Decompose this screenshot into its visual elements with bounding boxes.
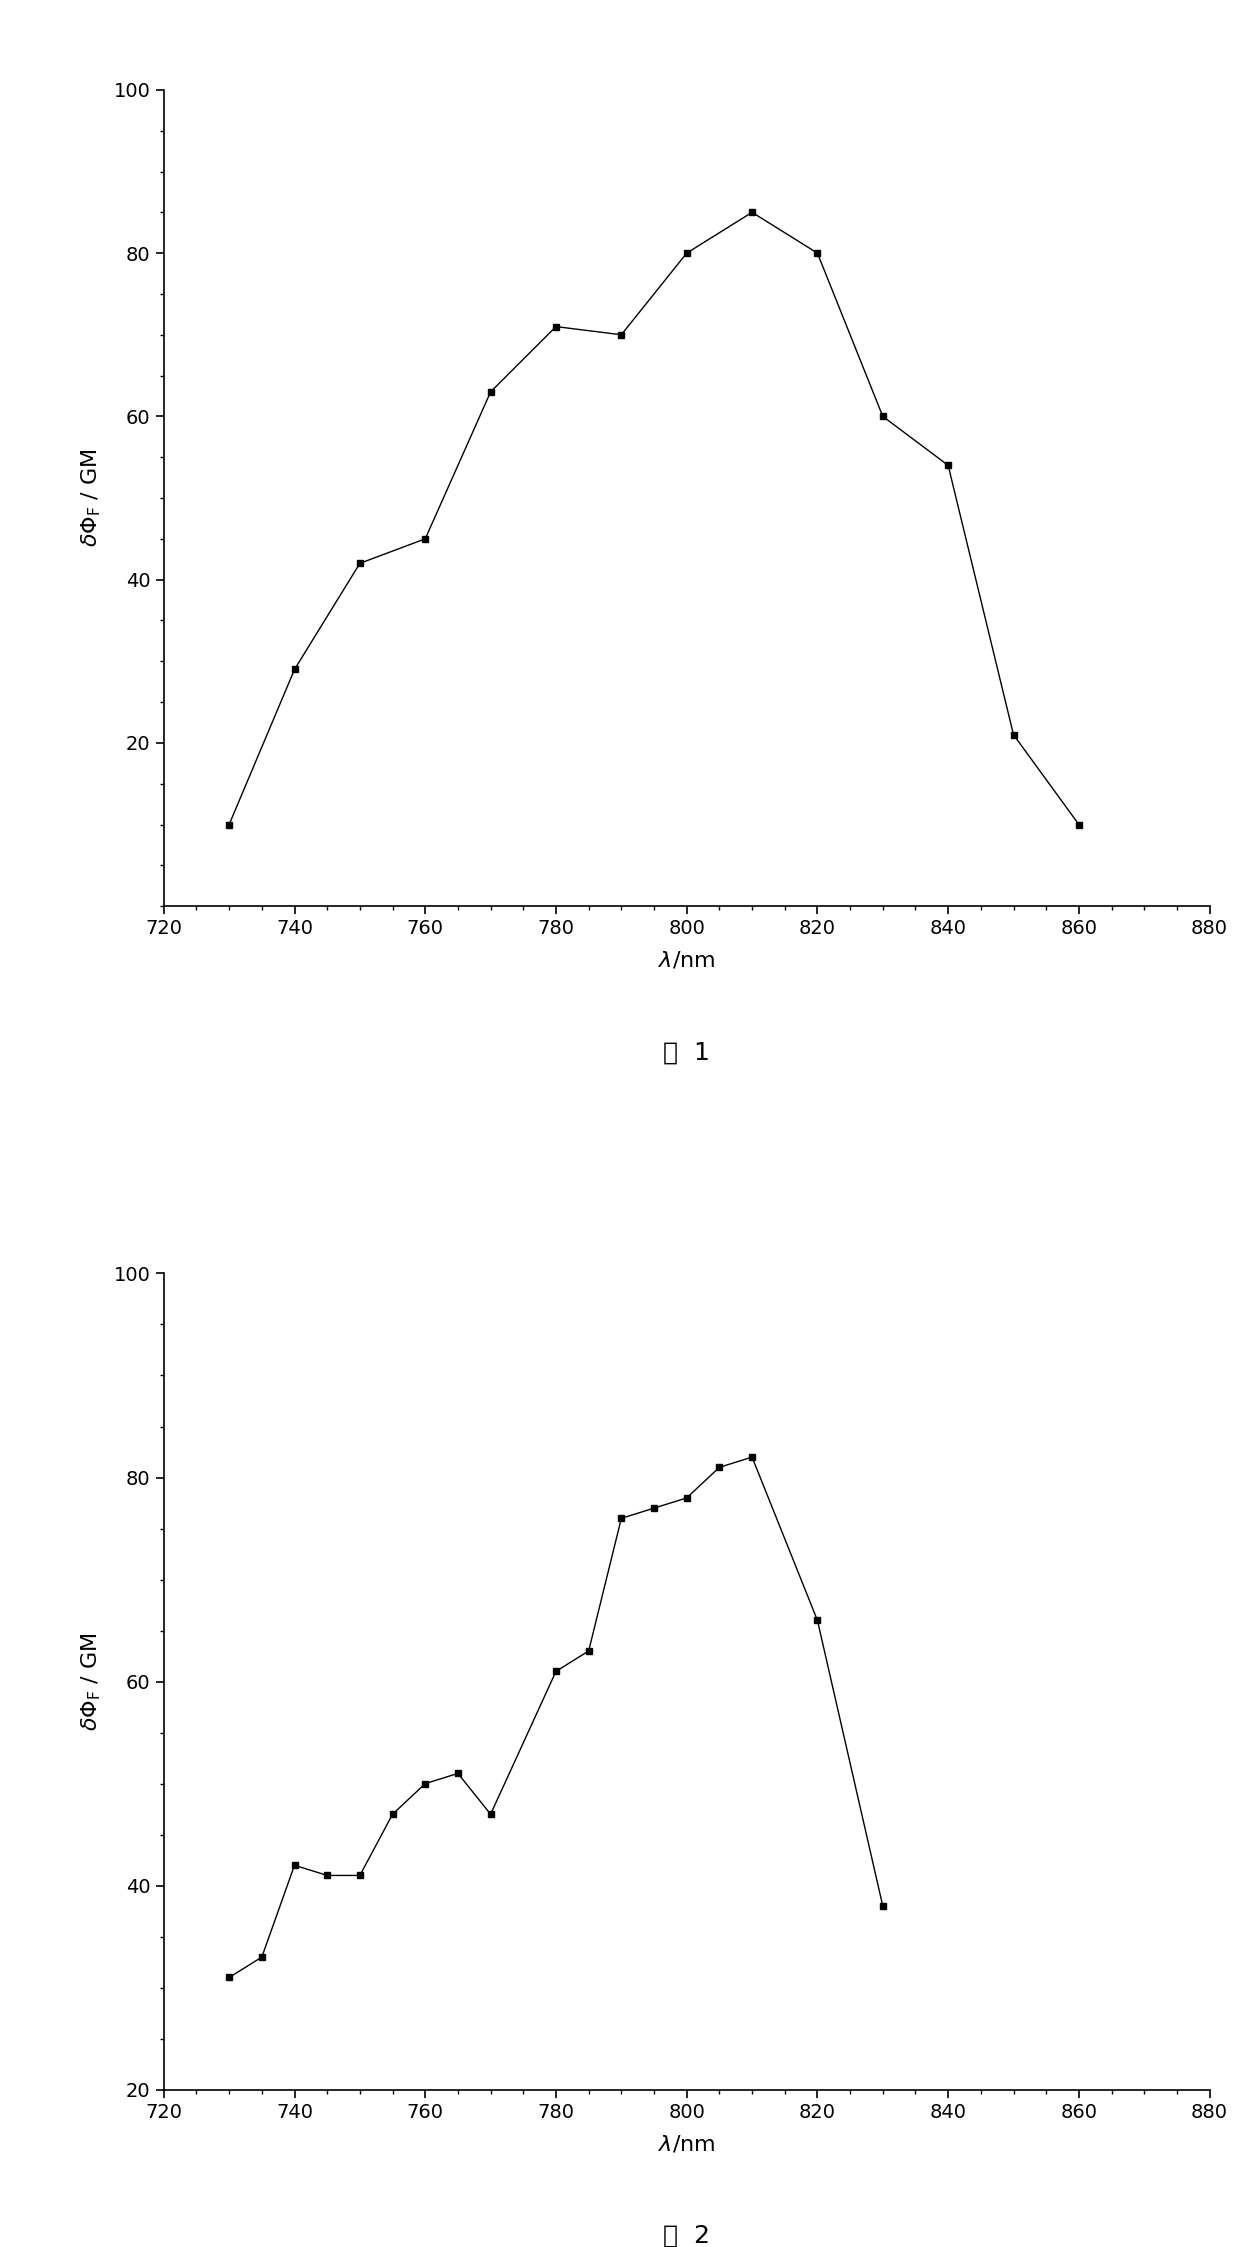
Y-axis label: $\delta\Phi_{\rm F}$ / GM: $\delta\Phi_{\rm F}$ / GM [79, 1631, 102, 1730]
X-axis label: $\lambda$/nm: $\lambda$/nm [658, 2132, 716, 2155]
Text: 图  1: 图 1 [663, 1040, 711, 1065]
Y-axis label: $\delta\Phi_{\rm F}$ / GM: $\delta\Phi_{\rm F}$ / GM [79, 449, 102, 548]
X-axis label: $\lambda$/nm: $\lambda$/nm [658, 950, 716, 971]
Text: 图  2: 图 2 [663, 2225, 711, 2247]
